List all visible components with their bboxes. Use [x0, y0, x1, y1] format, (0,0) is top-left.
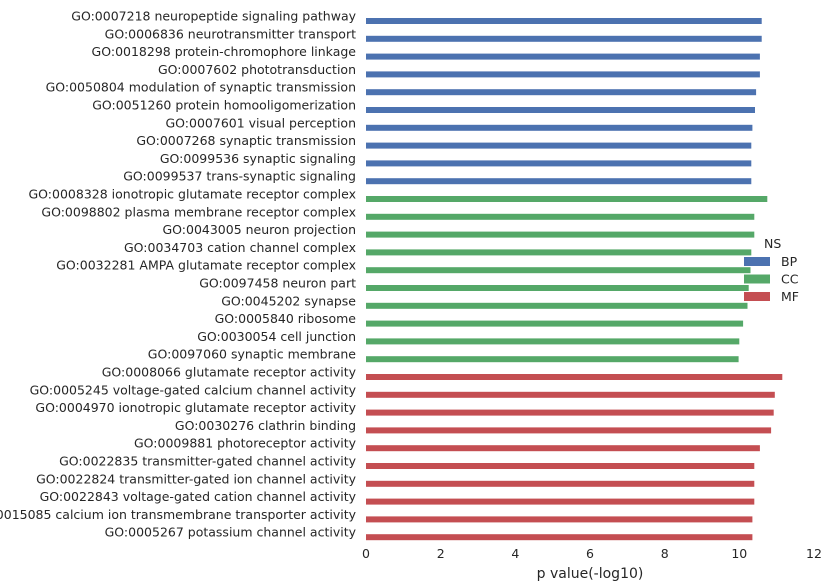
bar-cc: [366, 338, 740, 345]
bar-bp: [366, 124, 753, 131]
bar-mf: [366, 498, 755, 505]
bar-cc: [366, 356, 739, 363]
bar-mf: [366, 463, 755, 469]
bar-mf: [366, 409, 774, 416]
legend-label-cc: CC: [781, 272, 799, 287]
category-labels-group: GO:0007218 neuropeptide signaling pathwa…: [0, 9, 357, 540]
bar-mf: [366, 374, 783, 380]
bar-cc: [366, 213, 755, 220]
category-label: GO:0030276 clathrin binding: [175, 418, 356, 433]
bar-mf: [366, 391, 775, 398]
category-label: GO:0007268 synaptic transmission: [136, 133, 356, 148]
bar-cc: [366, 285, 749, 291]
bar-bp: [366, 35, 762, 42]
category-label: GO:0008328 ionotropic glutamate receptor…: [29, 187, 357, 202]
legend-swatch-bp: [744, 257, 770, 266]
bar-bp: [366, 107, 755, 113]
bar-bp: [366, 142, 752, 149]
category-label: GO:0032281 AMPA glutamate receptor compl…: [56, 258, 356, 273]
bar-mf: [366, 534, 753, 541]
category-label: GO:0005840 ribosome: [215, 311, 357, 326]
category-label: GO:0004970 ionotropic glutamate receptor…: [35, 400, 356, 415]
x-tick-label: 2: [437, 546, 445, 561]
legend-title: NS: [764, 236, 781, 251]
category-label: GO:0007601 visual perception: [165, 115, 356, 130]
category-label: GO:0006836 neurotransmitter transport: [105, 26, 356, 41]
category-label: GO:0043005 neuron projection: [162, 222, 356, 237]
bars-group: [366, 18, 783, 541]
bar-cc: [366, 302, 748, 309]
bar-bp: [366, 53, 760, 60]
category-label: GO:0045202 synapse: [221, 293, 356, 308]
legend-label-bp: BP: [781, 254, 798, 269]
category-label: GO:0022843 voltage-gated cation channel …: [40, 489, 357, 504]
category-label: GO:0097458 neuron part: [199, 276, 356, 291]
category-label: GO:0015085 calcium ion transmembrane tra…: [0, 507, 357, 522]
category-label: GO:0050804 modulation of synaptic transm…: [46, 80, 356, 95]
bar-bp: [366, 89, 757, 96]
legend-swatch-mf: [744, 292, 770, 301]
x-tick-label: 12: [806, 546, 822, 561]
bar-mf: [366, 445, 760, 452]
category-label: GO:0005245 voltage-gated calcium channel…: [30, 382, 357, 397]
x-tick-label: 10: [731, 546, 747, 561]
category-label: GO:0051260 protein homooligomerization: [92, 98, 356, 113]
bar-bp: [366, 160, 752, 167]
category-label: GO:0099537 trans-synaptic signaling: [123, 169, 356, 184]
bar-cc: [366, 196, 768, 202]
bar-bp: [366, 178, 752, 185]
category-label: GO:0022824 transmitter-gated ion channel…: [36, 471, 357, 486]
x-axis: 0 2 4 6 8 10 12: [362, 546, 822, 561]
bar-cc: [366, 249, 752, 256]
bar-bp: [366, 18, 762, 24]
bar-mf: [366, 427, 772, 434]
bar-cc: [366, 320, 744, 327]
legend: NS BP CC MF: [744, 236, 799, 304]
category-label: GO:0007602 phototransduction: [158, 62, 356, 77]
category-label: GO:0099536 synaptic signaling: [160, 151, 356, 166]
bar-cc: [366, 231, 755, 238]
legend-swatch-cc: [744, 274, 770, 284]
category-label: GO:0022835 transmitter-gated channel act…: [59, 454, 356, 469]
category-label: GO:0098802 plasma membrane receptor comp…: [41, 204, 356, 219]
bar-bp: [366, 71, 760, 78]
category-label: GO:0097060 synaptic membrane: [148, 347, 357, 362]
category-label: GO:0008066 glutamate receptor activity: [102, 365, 357, 380]
x-axis-title: p value(-log10): [537, 566, 644, 582]
category-label: GO:0034703 cation channel complex: [124, 240, 356, 255]
legend-label-mf: MF: [781, 289, 799, 304]
category-label: GO:0009881 photoreceptor activity: [134, 436, 357, 451]
x-tick-label: 8: [661, 546, 669, 561]
bar-mf: [366, 480, 755, 487]
category-label: GO:0005267 potassium channel activity: [105, 525, 357, 540]
category-label: GO:0007218 neuropeptide signaling pathwa…: [71, 9, 356, 24]
x-tick-label: 4: [511, 546, 519, 561]
x-tick-label: 0: [362, 546, 370, 561]
bar-mf: [366, 516, 753, 523]
category-label: GO:0018298 protein-chromophore linkage: [92, 44, 357, 59]
bar-cc: [366, 267, 751, 274]
category-label: GO:0030054 cell junction: [197, 329, 356, 344]
x-tick-label: 6: [586, 546, 594, 561]
